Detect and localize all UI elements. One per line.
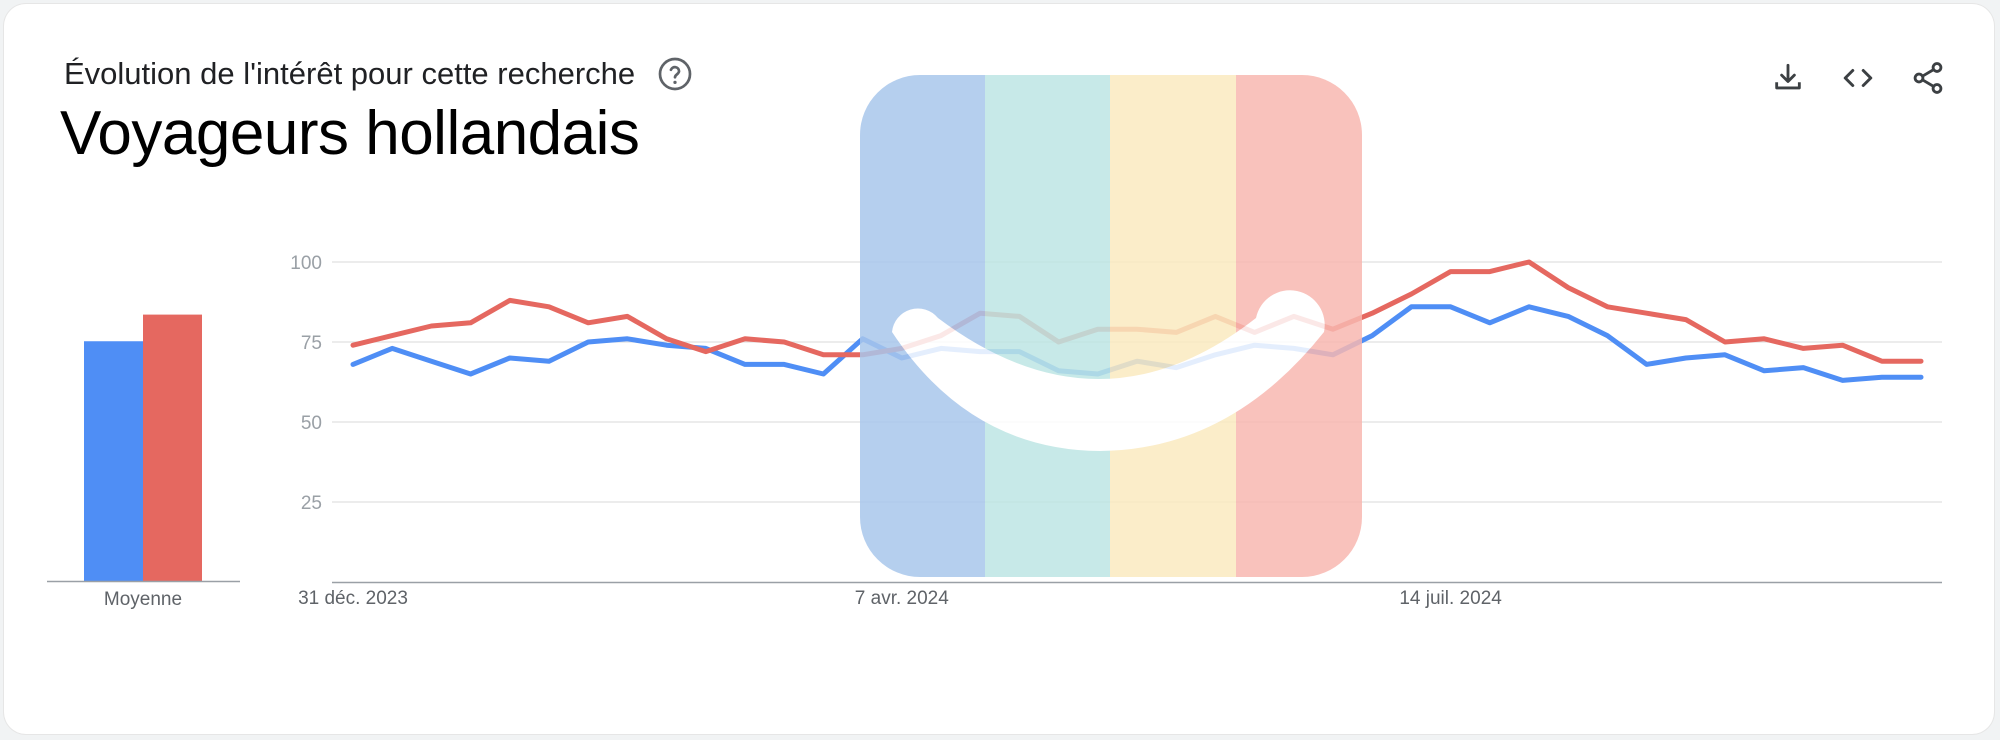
average-category-label: Moyenne bbox=[104, 589, 182, 610]
y-tick-label-100: 100 bbox=[290, 253, 322, 274]
logo-smile-shape bbox=[892, 290, 1325, 451]
average-bar-chart: Moyenne bbox=[47, 314, 240, 610]
download-button[interactable] bbox=[1770, 60, 1806, 96]
chart-axes: 31 déc. 2023 7 avr. 2024 14 juil. 2024 bbox=[298, 581, 1942, 609]
average-bar-red bbox=[143, 314, 202, 581]
help-circle-icon[interactable] bbox=[657, 56, 693, 92]
y-tick-label-50: 50 bbox=[301, 413, 322, 434]
share-icon bbox=[1913, 62, 1943, 94]
rainbow-smile-logo bbox=[860, 75, 1362, 577]
embed-button[interactable] bbox=[1840, 60, 1876, 96]
x-tick-label: 7 avr. 2024 bbox=[855, 588, 949, 609]
chart-subtitle: Évolution de l'intérêt pour cette recher… bbox=[64, 56, 636, 91]
chart-subtitle-row: Évolution de l'intérêt pour cette recher… bbox=[64, 56, 693, 92]
page-title: Voyageurs hollandais bbox=[60, 99, 640, 168]
share-button[interactable] bbox=[1910, 60, 1946, 96]
logo-stripe-yellow bbox=[1110, 75, 1237, 577]
y-tick-label-25: 25 bbox=[301, 493, 322, 514]
x-tick-label: 14 juil. 2024 bbox=[1399, 588, 1502, 609]
average-bar-blue bbox=[84, 341, 143, 581]
download-icon bbox=[1775, 63, 1801, 90]
y-tick-label-75: 75 bbox=[301, 333, 322, 354]
x-tick-label: 31 déc. 2023 bbox=[298, 588, 408, 609]
logo-stripe-teal bbox=[985, 75, 1111, 577]
code-icon bbox=[1843, 69, 1873, 87]
toolbar bbox=[1770, 60, 1946, 96]
